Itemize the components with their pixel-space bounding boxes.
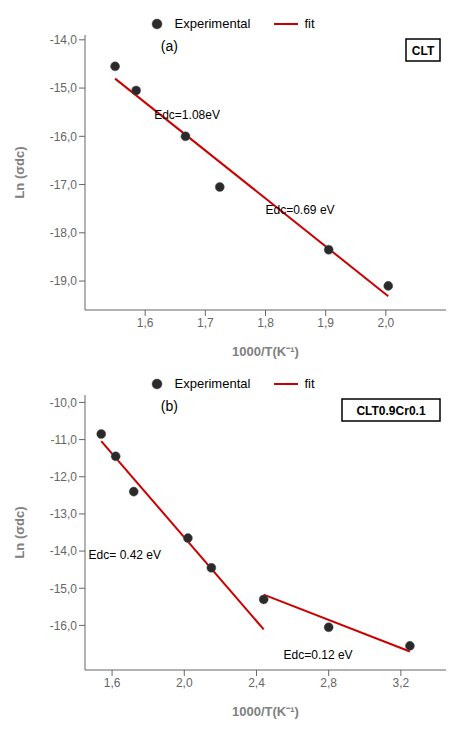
svg-text:2,8: 2,8	[320, 676, 337, 690]
svg-text:1000/T(K⁻¹): 1000/T(K⁻¹)	[232, 344, 299, 359]
svg-text:1,9: 1,9	[317, 316, 334, 330]
svg-text:-19,0: -19,0	[50, 274, 78, 288]
svg-text:-10,0: -10,0	[50, 396, 78, 410]
svg-text:Edc=1.08eV: Edc=1.08eV	[154, 108, 220, 122]
svg-text:Ln (σdc): Ln (σdc)	[12, 146, 27, 198]
svg-text:CLT0.9Cr0.1: CLT0.9Cr0.1	[356, 404, 425, 418]
svg-text:3,2: 3,2	[393, 676, 410, 690]
svg-text:Ln (σdc): Ln (σdc)	[12, 506, 27, 558]
svg-text:Edc=0.12 eV: Edc=0.12 eV	[284, 648, 353, 662]
svg-text:-14,0: -14,0	[50, 33, 78, 47]
svg-text:-16,0: -16,0	[50, 619, 78, 633]
svg-text:-14,0: -14,0	[50, 544, 78, 558]
html-text:fit: fit	[304, 16, 315, 31]
svg-text:Edc= 0.42 eV: Edc= 0.42 eV	[89, 548, 161, 562]
svg-text:-15,0: -15,0	[50, 582, 78, 596]
svg-text:Edc=0.69 eV: Edc=0.69 eV	[266, 203, 335, 217]
svg-text:1,7: 1,7	[197, 316, 214, 330]
svg-text:CLT: CLT	[412, 44, 435, 58]
svg-text:2,4: 2,4	[248, 676, 265, 690]
html-text:Experimental: Experimental	[174, 376, 251, 391]
svg-text:1,8: 1,8	[257, 316, 274, 330]
svg-text:-15,0: -15,0	[50, 81, 78, 95]
svg-text:2,0: 2,0	[176, 676, 193, 690]
html-text:Experimental: Experimental	[174, 16, 251, 31]
svg-text:-18,0: -18,0	[50, 226, 78, 240]
svg-text:1,6: 1,6	[104, 676, 121, 690]
html-text:fit: fit	[304, 376, 315, 391]
svg-text:-12,0: -12,0	[50, 470, 78, 484]
svg-text:1000/T(K⁻¹): 1000/T(K⁻¹)	[232, 704, 299, 719]
svg-text:1,6: 1,6	[137, 316, 154, 330]
svg-text:-16,0: -16,0	[50, 130, 78, 144]
svg-text:-11,0: -11,0	[51, 433, 78, 447]
svg-text:(b): (b)	[161, 398, 178, 414]
svg-text:-17,0: -17,0	[50, 178, 78, 192]
svg-text:(a): (a)	[161, 38, 178, 54]
svg-text:-13,0: -13,0	[50, 507, 78, 521]
svg-text:2,0: 2,0	[377, 316, 394, 330]
